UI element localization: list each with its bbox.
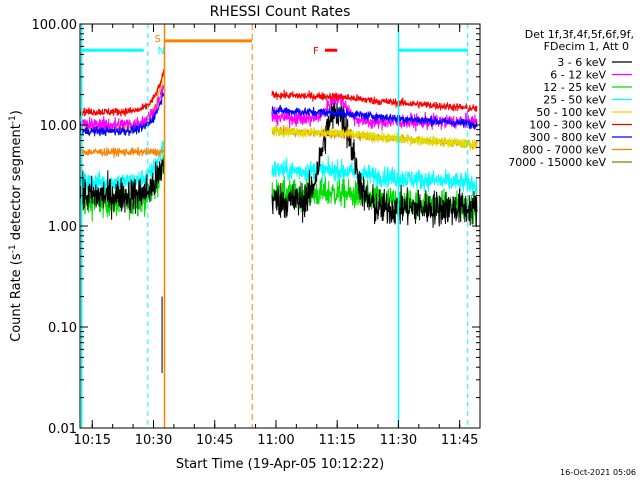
x-tick-label: 11:30 <box>380 433 417 448</box>
y-tick-label: 1.00 <box>48 220 77 235</box>
x-tick-label: 10:15 <box>74 433 111 448</box>
chart-title: RHESSI Count Rates <box>210 4 351 20</box>
y-tick-label: 100.00 <box>32 18 78 33</box>
flare-label: F <box>313 46 319 57</box>
y-tick-label: 10.00 <box>40 119 77 134</box>
x-tick-label: 11:15 <box>318 433 355 448</box>
n-label: N <box>158 46 165 57</box>
y-tick-label: 0.01 <box>48 422 77 437</box>
series-line-pre <box>80 140 165 196</box>
y-axis-label: Count Rate (s-1 detector segment-1) <box>8 110 24 342</box>
x-tick-label: 11:45 <box>441 433 478 448</box>
legend-entry-label: 50 - 100 keV <box>536 106 606 119</box>
series-line-post <box>271 125 478 151</box>
series-line-post <box>271 155 478 197</box>
series-line-pre <box>80 157 165 220</box>
legend-entry-label: 3 - 6 keV <box>557 56 606 69</box>
legend-entry-label: 100 - 300 keV <box>529 119 606 132</box>
legend-entry-label: 7000 - 15000 keV <box>508 156 606 169</box>
timestamp: 16-Oct-2021 05:06 <box>560 468 636 477</box>
x-tick-label: 10:45 <box>196 433 233 448</box>
y-tick-label: 0.10 <box>48 321 77 336</box>
x-tick-label: 11:00 <box>257 433 294 448</box>
series-line-post <box>271 98 478 228</box>
series-layer <box>80 68 478 374</box>
series-line-pre <box>80 92 165 137</box>
legend-entry-label: 25 - 50 keV <box>543 94 606 107</box>
x-axis-label: Start Time (19-Apr-05 10:12:22) <box>176 457 384 472</box>
legend-title-1: Det 1f,3f,4f,5f,6f,9f, <box>525 28 634 41</box>
series-line-post <box>271 104 478 131</box>
series-line-post <box>271 89 478 113</box>
axis-layer: 10:15 10:30 10:45 11:00 11:15 11:30 11:45 0.01 0… <box>32 18 480 448</box>
x-tick-label: 10:30 <box>135 433 172 448</box>
legend-title-2: FDecim 1, Att 0 <box>544 40 629 53</box>
series-line-pre <box>80 84 165 134</box>
series-line-pre <box>80 68 165 117</box>
legend-entry-label: 12 - 25 keV <box>543 81 606 94</box>
s-label: S <box>155 34 161 45</box>
legend-entry-label: 300 - 800 keV <box>529 131 606 144</box>
legend-entry-label: 6 - 12 keV <box>550 69 606 82</box>
series-line-pre <box>80 146 165 159</box>
legend-entry-label: 800 - 7000 keV <box>522 144 606 157</box>
